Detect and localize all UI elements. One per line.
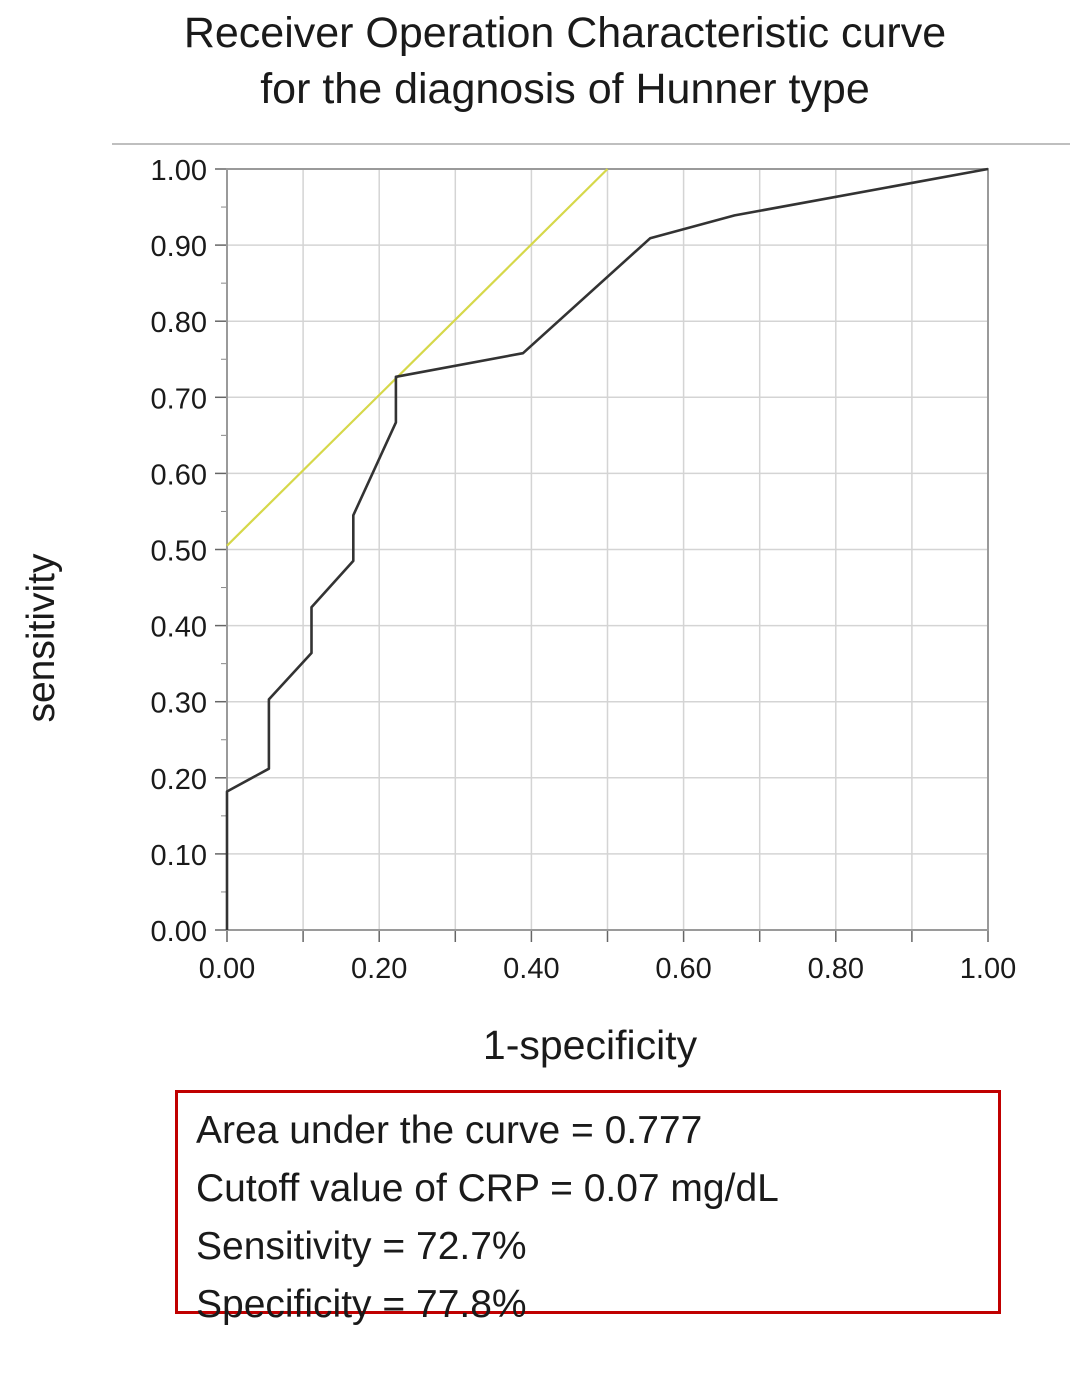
x-tick-label: 0.20: [351, 953, 407, 985]
y-tick-label: 0.30: [151, 688, 207, 720]
x-tick-label: 0.00: [199, 953, 255, 985]
y-tick-label: 1.00: [151, 155, 207, 187]
y-tick-label: 0.10: [151, 840, 207, 872]
y-tick-label: 0.90: [151, 231, 207, 263]
y-tick-label: 0.80: [151, 307, 207, 339]
title-divider: [112, 143, 1070, 145]
specificity-text: Specificity = 77.8%: [196, 1283, 527, 1326]
cutoff-reference-line: [226, 168, 609, 547]
y-tick-label: 0.50: [151, 536, 207, 568]
roc-chart: 0.00 0.10 0.20 0.30 0.40 0.50 0.60 0.70 0.80 0.90…: [151, 155, 1017, 985]
roc-curve-line: [225, 167, 989, 930]
chart-title-line-1: Receiver Operation Characteristic curve: [183, 9, 947, 57]
y-tick-label: 0.40: [151, 612, 207, 644]
y-tick-label: 0.20: [151, 764, 207, 796]
auc-text: Area under the curve = 0.777: [196, 1109, 703, 1152]
x-tick-label: 0.40: [503, 953, 559, 985]
y-axis-label: sensitivity: [20, 553, 63, 723]
x-tick-label: 0.60: [655, 953, 711, 985]
sensitivity-text: Sensitivity = 72.7%: [196, 1225, 527, 1268]
x-tick-label: 0.80: [808, 953, 864, 985]
stats-box: Area under the curve = 0.777 Cutoff valu…: [175, 1090, 1001, 1326]
x-axis-label: 1-specificity: [482, 1022, 698, 1068]
y-tick-label: 0.60: [151, 459, 207, 491]
y-tick-label: 0.00: [151, 916, 207, 948]
x-tick-label: 1.00: [960, 953, 1016, 985]
y-tick-label: 0.70: [151, 383, 207, 415]
cutoff-text: Cutoff value of CRP = 0.07 mg/dL: [196, 1167, 779, 1210]
chart-title-line-2: for the diagnosis of Hunner type: [260, 65, 870, 113]
